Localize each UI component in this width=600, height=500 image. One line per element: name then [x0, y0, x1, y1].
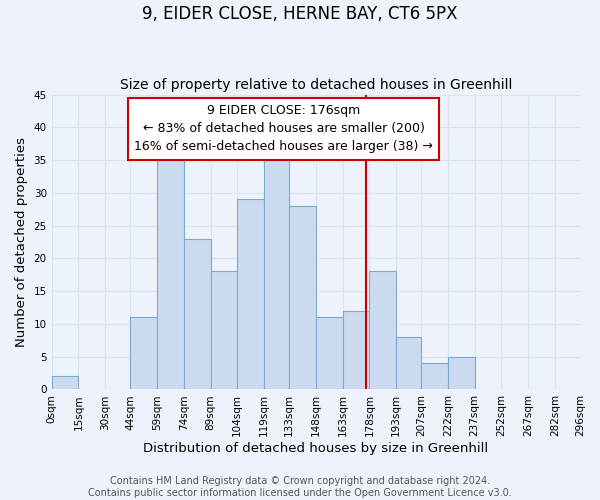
Bar — [396, 337, 421, 390]
Bar — [184, 238, 211, 390]
Bar — [130, 318, 157, 390]
X-axis label: Distribution of detached houses by size in Greenhill: Distribution of detached houses by size … — [143, 442, 488, 455]
Bar — [211, 272, 237, 390]
Bar — [421, 363, 448, 390]
Bar — [316, 318, 343, 390]
Bar — [370, 272, 396, 390]
Text: 9, EIDER CLOSE, HERNE BAY, CT6 5PX: 9, EIDER CLOSE, HERNE BAY, CT6 5PX — [142, 5, 458, 23]
Bar — [448, 356, 475, 390]
Title: Size of property relative to detached houses in Greenhill: Size of property relative to detached ho… — [119, 78, 512, 92]
Bar — [289, 206, 316, 390]
Bar — [343, 311, 370, 390]
Y-axis label: Number of detached properties: Number of detached properties — [15, 137, 28, 347]
Bar — [264, 160, 289, 390]
Text: Contains HM Land Registry data © Crown copyright and database right 2024.
Contai: Contains HM Land Registry data © Crown c… — [88, 476, 512, 498]
Text: 9 EIDER CLOSE: 176sqm
← 83% of detached houses are smaller (200)
16% of semi-det: 9 EIDER CLOSE: 176sqm ← 83% of detached … — [134, 104, 433, 154]
Bar — [52, 376, 79, 390]
Bar — [157, 154, 184, 390]
Bar — [237, 200, 264, 390]
